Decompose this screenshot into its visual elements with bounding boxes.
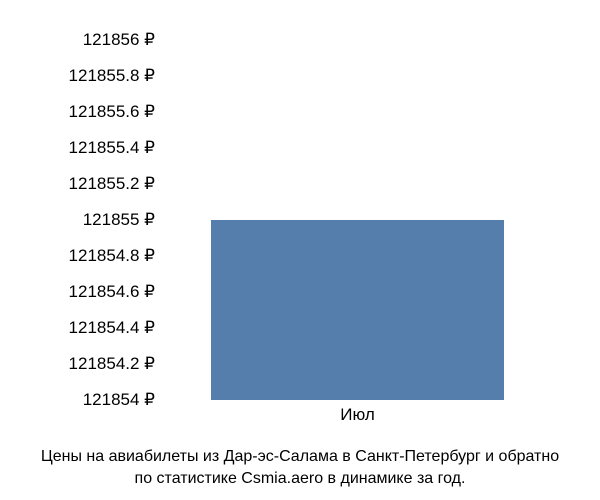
x-axis-labels: Июл — [160, 405, 555, 435]
price-chart: 121856 ₽ 121855.8 ₽ 121855.6 ₽ 121855.4 ₽ 12… — [0, 0, 600, 500]
y-tick-label: 121855 ₽ — [83, 210, 155, 230]
x-tick-label: Июл — [340, 405, 375, 425]
y-tick-label: 121854.8 ₽ — [69, 246, 155, 266]
y-tick-label: 121856 ₽ — [83, 30, 155, 50]
y-tick-label: 121854.2 ₽ — [69, 354, 155, 374]
y-axis-labels: 121856 ₽121855.8 ₽121855.6 ₽121855.4 ₽12… — [0, 40, 155, 400]
chart-caption-line2: по статистике Csmia.aero в динамике за г… — [0, 470, 600, 488]
y-tick-label: 121854.4 ₽ — [69, 318, 155, 338]
y-tick-label: 121855.4 ₽ — [69, 138, 155, 158]
bar — [211, 220, 503, 400]
y-tick-label: 121855.2 ₽ — [69, 174, 155, 194]
chart-caption-line1: Цены на авиабилеты из Дар-эс-Салама в Са… — [0, 448, 600, 466]
y-tick-label: 121854.6 ₽ — [69, 282, 155, 302]
y-tick-label: 121855.6 ₽ — [69, 102, 155, 122]
plot-area — [160, 40, 555, 400]
y-tick-label: 121855.8 ₽ — [69, 66, 155, 86]
y-tick-label: 121854 ₽ — [83, 390, 155, 410]
